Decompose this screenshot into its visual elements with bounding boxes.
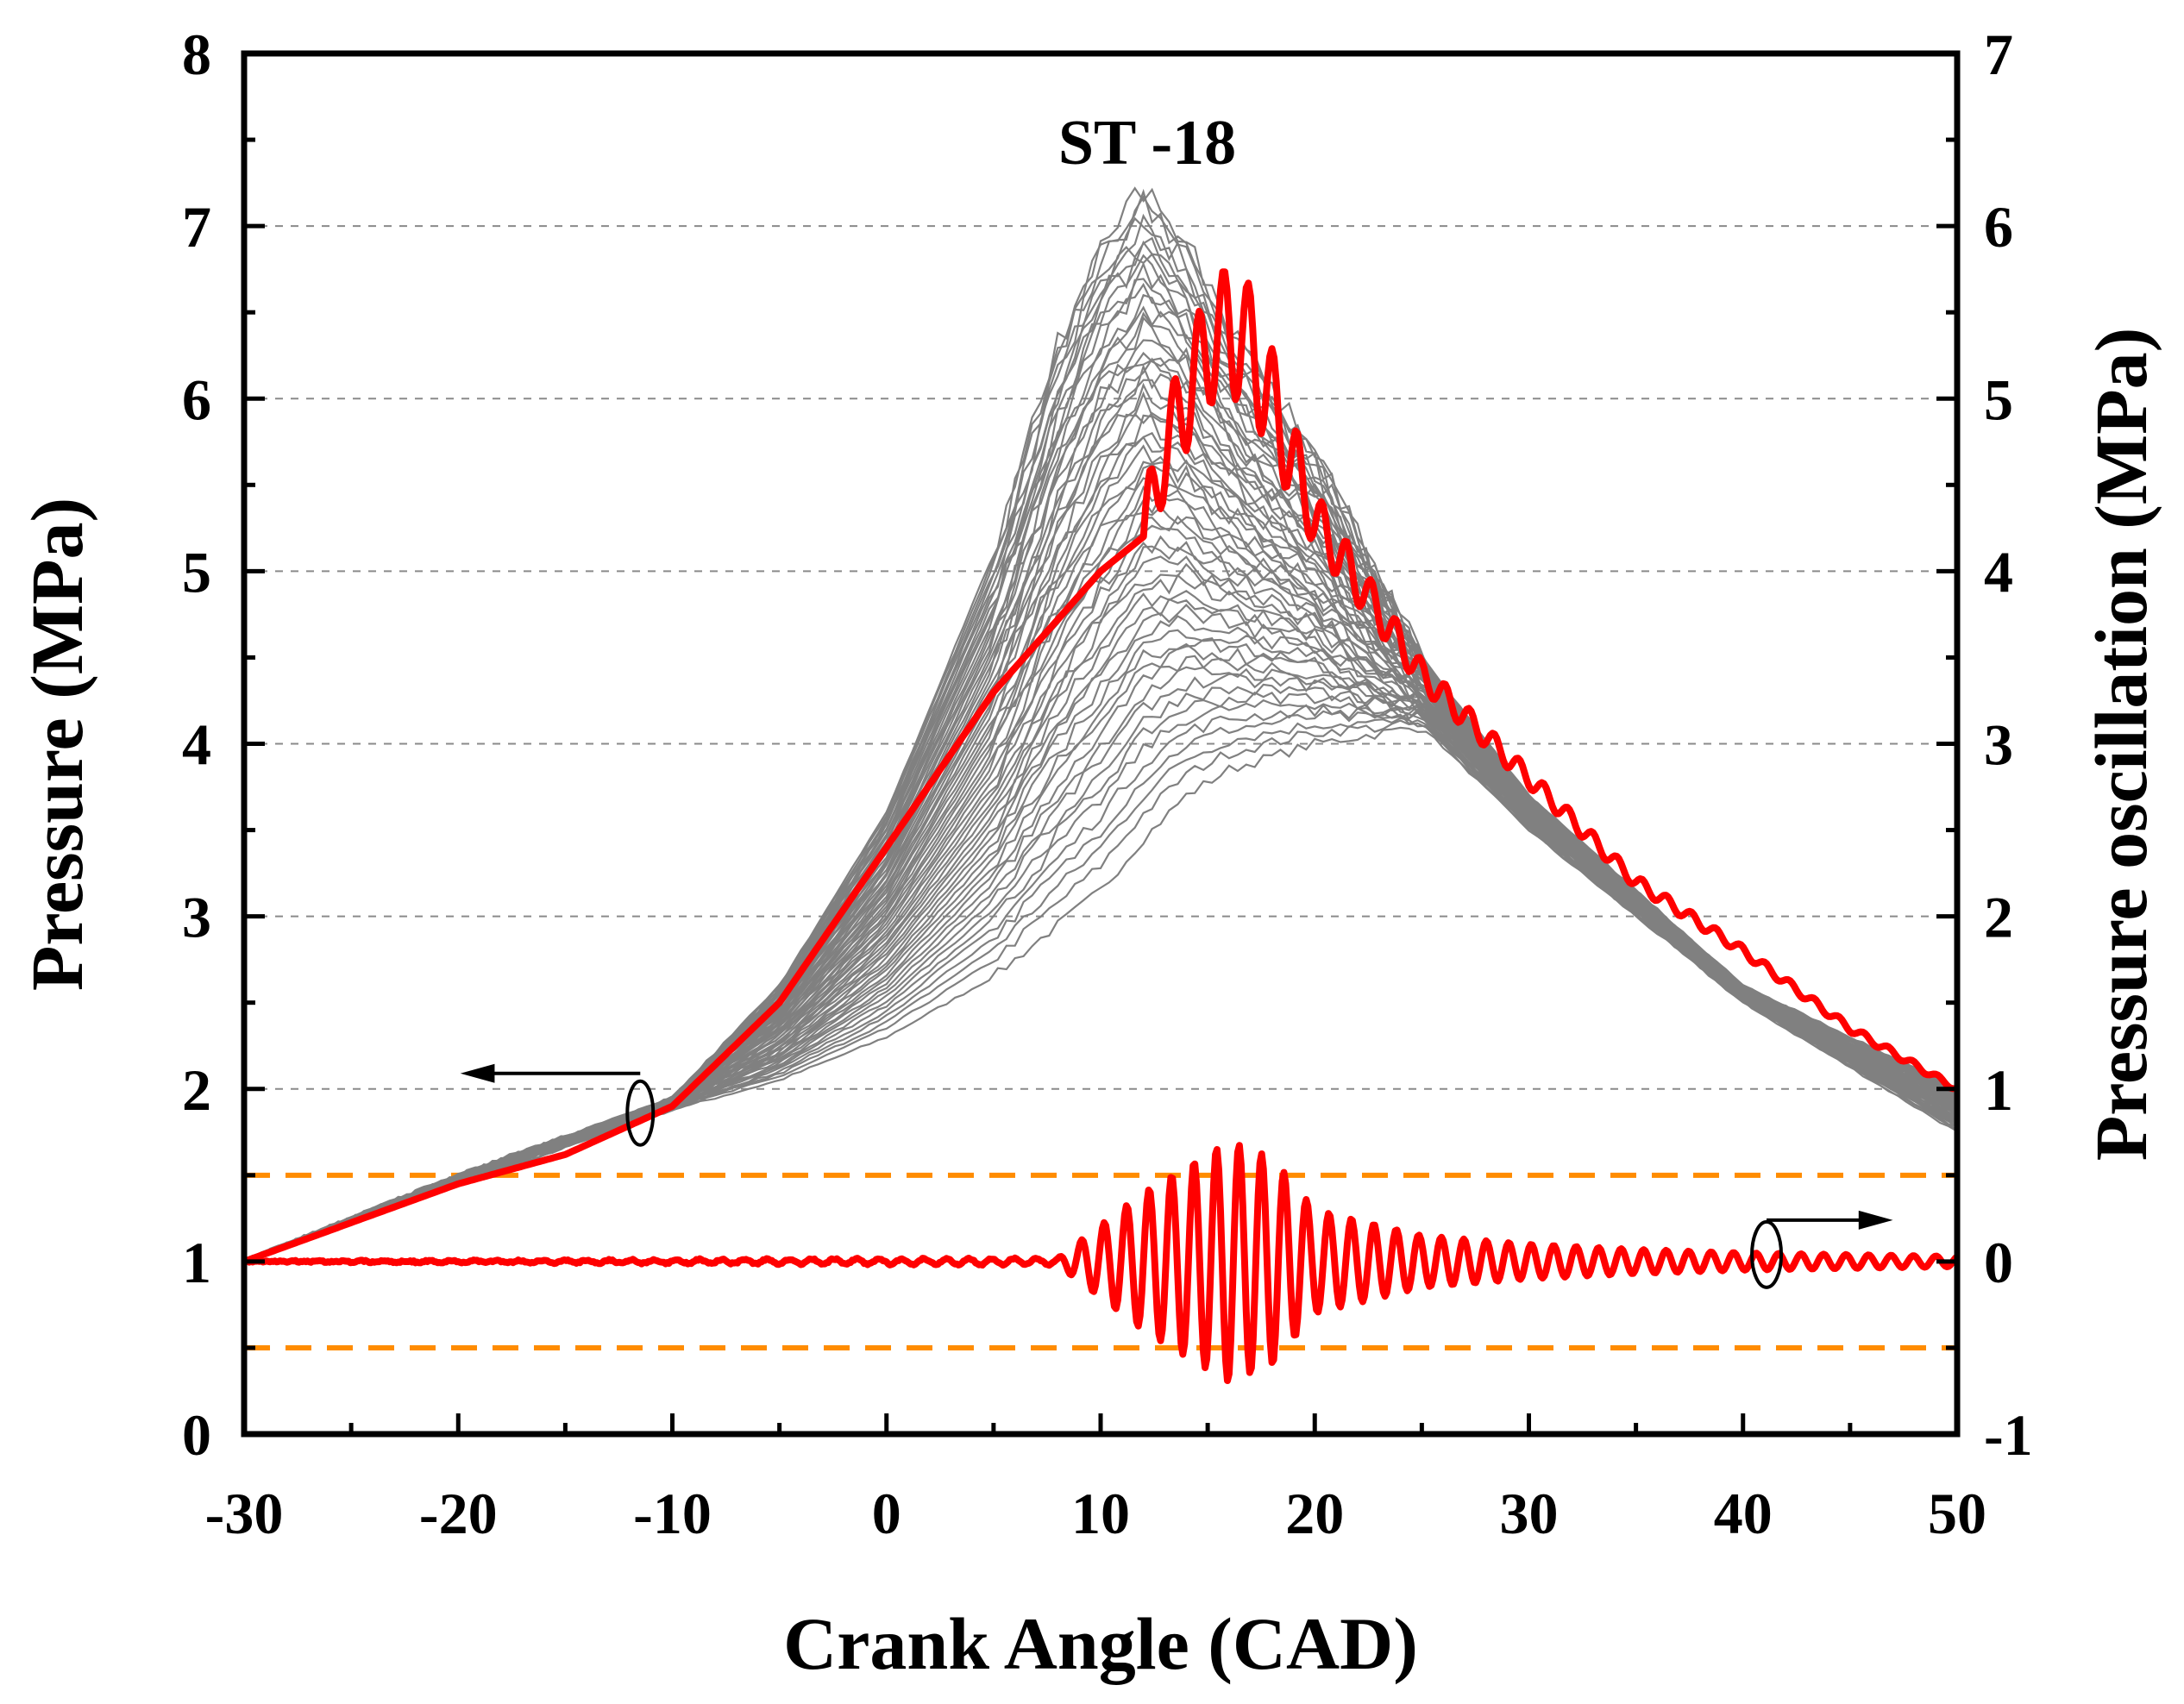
- y-axis-title: Pressure (MPa): [16, 498, 98, 991]
- y2-tick-label: 3: [1984, 712, 2013, 778]
- cycle-line: [243, 339, 1958, 1262]
- left-axis-marker-ellipse: [625, 1079, 656, 1147]
- y-tick-label: 7: [182, 194, 211, 260]
- cycle-line: [243, 545, 1958, 1265]
- x-tick-label: 0: [872, 1481, 901, 1546]
- x-tick-labels: -30 -20 -10 0 10 20 30 40 50: [205, 1481, 1986, 1546]
- x-tick-label: 20: [1285, 1481, 1344, 1546]
- x-tick-label: 10: [1071, 1481, 1130, 1546]
- cycle-line: [243, 305, 1958, 1263]
- y-tick-label: 0: [182, 1402, 211, 1468]
- y2-tick-label: 6: [1984, 194, 2013, 260]
- cycle-line: [243, 717, 1958, 1262]
- right-axis-marker-ellipse: [1750, 1219, 1784, 1289]
- y2-tick-label: 0: [1984, 1230, 2013, 1295]
- y-tick-labels: 0 1 2 3 4 5 6 7 8: [182, 22, 211, 1468]
- axis-annotations: [460, 1063, 1893, 1289]
- y-tick-label: 4: [182, 712, 211, 778]
- cycle-line: [243, 555, 1958, 1264]
- cycle-curves: [243, 186, 1958, 1265]
- cycle-line: [243, 382, 1958, 1262]
- cycle-line: [243, 357, 1958, 1262]
- y2-tick-label: 4: [1984, 539, 2013, 605]
- oscillation-threshold-lines: [244, 1172, 1957, 1350]
- cycle-line: [243, 278, 1958, 1261]
- highlighted-oscillation-line: [242, 1142, 1960, 1384]
- cycle-line: [243, 240, 1958, 1262]
- y-tick-label: 3: [182, 885, 211, 950]
- x-tick-label: -10: [633, 1481, 712, 1546]
- cycle-line: [243, 477, 1958, 1265]
- cycle-line: [243, 186, 1958, 1261]
- cycle-line: [243, 431, 1958, 1263]
- cycle-line: [243, 463, 1958, 1265]
- y2-axis-title: Pressure oscillation (MPa): [2080, 328, 2162, 1162]
- cycle-line: [243, 494, 1958, 1263]
- cycle-line: [243, 363, 1958, 1262]
- cycle-line: [243, 485, 1958, 1261]
- x-tick-label: 40: [1714, 1481, 1773, 1546]
- y2-tick-label: -1: [1984, 1402, 2033, 1468]
- x-tick-label: 50: [1928, 1481, 1986, 1546]
- y2-tick-label: 7: [1984, 22, 2013, 87]
- y-tick-label: 8: [182, 22, 211, 87]
- cycle-line: [243, 357, 1958, 1265]
- highlighted-pressure-line: [242, 268, 1959, 1265]
- y-tick-label: 5: [182, 539, 211, 605]
- left-arrow-head: [460, 1063, 495, 1083]
- y2-tick-label: 2: [1984, 885, 2013, 950]
- axis-ticks: [242, 51, 1960, 1437]
- cycle-line: [243, 515, 1958, 1264]
- x-tick-label: -20: [419, 1481, 498, 1546]
- cycle-line: [243, 719, 1958, 1261]
- cycle-line: [243, 414, 1958, 1263]
- cycle-line: [243, 699, 1958, 1263]
- cycle-line: [243, 710, 1958, 1263]
- y-tick-label: 1: [182, 1230, 211, 1295]
- right-arrow-head: [1858, 1210, 1893, 1230]
- y-tick-label: 6: [182, 366, 211, 432]
- highlighted-cycle: [242, 268, 1960, 1384]
- cycle-line: [243, 726, 1958, 1265]
- y-tick-label: 2: [182, 1057, 211, 1123]
- y2-tick-label: 5: [1984, 366, 2013, 432]
- x-tick-label: 30: [1500, 1481, 1559, 1546]
- cycle-line: [243, 535, 1958, 1262]
- chart-title: ST -18: [1058, 108, 1236, 179]
- x-axis-title: Crank Angle (CAD): [783, 1602, 1418, 1685]
- cycle-line: [243, 236, 1958, 1265]
- cycle-line: [243, 524, 1958, 1261]
- y2-tick-labels: -1 0 1 2 3 4 5 6 7: [1984, 22, 2033, 1468]
- x-tick-label: -30: [205, 1481, 284, 1546]
- y2-tick-label: 1: [1984, 1057, 2013, 1123]
- cycle-line: [243, 195, 1958, 1261]
